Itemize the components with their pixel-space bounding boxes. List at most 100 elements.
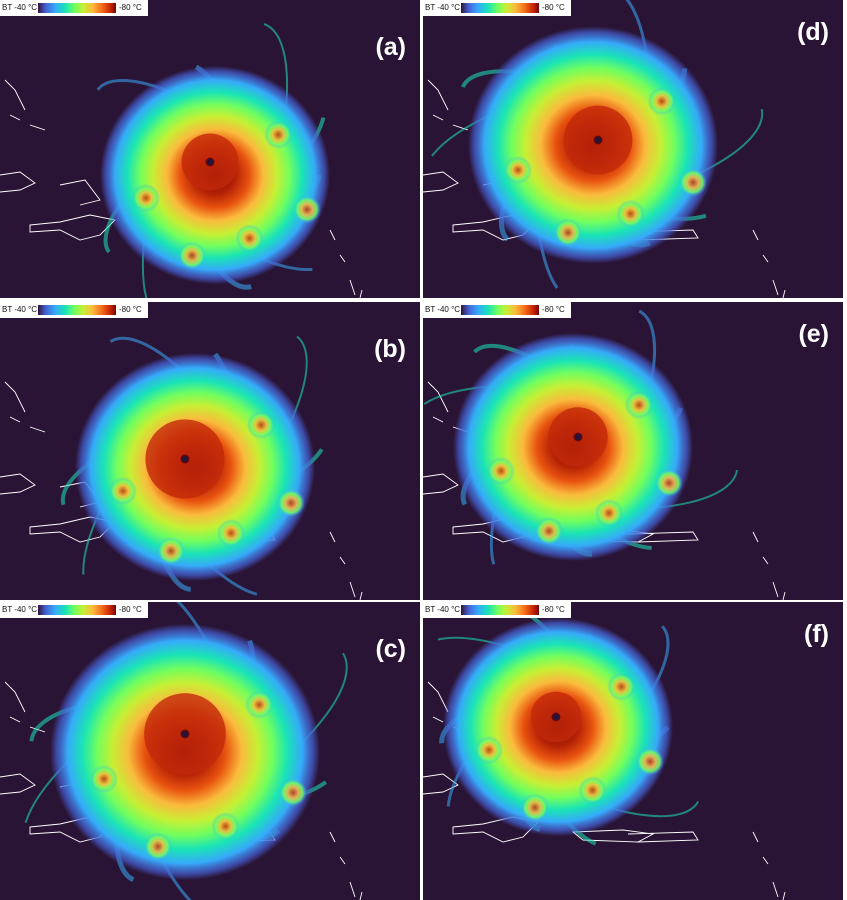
coastline <box>4 381 46 433</box>
panel-label: (a) <box>375 33 406 61</box>
panel-content <box>0 602 420 900</box>
convective-cell <box>607 672 636 701</box>
convective-cell <box>487 457 515 485</box>
colorbar-gradient <box>461 305 539 315</box>
convective-cell <box>235 224 264 253</box>
panel-content <box>0 302 420 600</box>
convective-cell <box>616 199 645 228</box>
panel-label: (f) <box>804 620 829 648</box>
colorbar-max-label: -80 °C <box>542 605 565 614</box>
convective-cell <box>144 832 172 861</box>
colorbar: BT -40 °C -80 °C <box>0 602 148 618</box>
panel-label: (b) <box>374 335 406 363</box>
convective-cell <box>647 87 676 116</box>
convective-cell <box>475 736 503 764</box>
coastline <box>452 816 539 843</box>
convective-cell <box>90 765 118 793</box>
convective-cell <box>247 411 275 439</box>
colorbar-max-label: -80 °C <box>542 3 565 12</box>
colorbar-max-label: -80 °C <box>119 3 142 12</box>
colorbar: BT -40 °C -80 °C <box>423 602 571 618</box>
colorbar-min-label: BT -40 °C <box>425 305 460 314</box>
convective-cell <box>636 747 664 776</box>
coastline <box>571 829 655 843</box>
convective-cell <box>679 168 707 197</box>
image-panel: BT -40 °C -80 °C (d) <box>423 0 843 298</box>
coastline <box>752 229 786 298</box>
convective-cell <box>504 156 532 184</box>
convective-cell <box>625 391 653 419</box>
colorbar-gradient <box>461 3 539 13</box>
image-panel: BT -40 °C -80 °C (f) <box>423 602 843 900</box>
coastline <box>627 831 699 843</box>
convective-cell <box>217 519 245 547</box>
storm-eye <box>551 712 561 722</box>
coastline <box>752 531 786 600</box>
colorbar-gradient <box>38 605 116 615</box>
convective-cell <box>157 537 185 565</box>
colorbar-min-label: BT -40 °C <box>2 305 37 314</box>
colorbar-min-label: BT -40 °C <box>425 3 460 12</box>
coastline <box>59 179 101 206</box>
colorbar-gradient <box>38 305 116 315</box>
coastline <box>4 79 46 131</box>
colorbar-max-label: -80 °C <box>119 605 142 614</box>
coastline <box>0 773 36 795</box>
storm-eye <box>573 432 583 442</box>
colorbar-max-label: -80 °C <box>119 305 142 314</box>
convective-cell <box>264 120 293 149</box>
panel-content <box>423 0 843 298</box>
colorbar: BT -40 °C -80 °C <box>0 0 148 16</box>
convective-cell <box>535 517 563 545</box>
colorbar-min-label: BT -40 °C <box>2 605 37 614</box>
image-panel: BT -40 °C -80 °C (c) <box>0 602 420 900</box>
convective-cell <box>132 184 160 212</box>
colorbar-gradient <box>38 3 116 13</box>
coastline <box>0 473 36 495</box>
colorbar: BT -40 °C -80 °C <box>423 0 571 16</box>
storm-eye <box>593 135 603 145</box>
storm-eye <box>180 454 190 464</box>
colorbar-gradient <box>461 605 539 615</box>
coastline <box>29 516 116 543</box>
convective-cell <box>595 499 623 527</box>
coastline <box>752 831 786 900</box>
coastline <box>423 171 459 193</box>
coastline <box>329 531 363 600</box>
image-panel: BT -40 °C -80 °C (e) <box>423 302 843 600</box>
convective-cell <box>578 776 607 805</box>
coastline <box>329 831 363 900</box>
panel-content <box>423 602 843 900</box>
convective-cell <box>211 812 240 841</box>
coastline <box>29 214 116 241</box>
colorbar: BT -40 °C -80 °C <box>423 302 571 318</box>
colorbar-max-label: -80 °C <box>542 305 565 314</box>
colorbar: BT -40 °C -80 °C <box>0 302 148 318</box>
image-panel: BT -40 °C -80 °C (b) <box>0 302 420 600</box>
convective-cell <box>521 793 549 822</box>
panel-label: (c) <box>375 635 406 663</box>
convective-cell <box>293 195 321 224</box>
convective-cell <box>655 469 683 497</box>
panel-label: (e) <box>798 320 829 348</box>
panel-content <box>0 0 420 298</box>
panel-label: (d) <box>797 18 829 46</box>
coastline <box>0 171 36 193</box>
coastline <box>423 773 459 795</box>
convective-cell <box>279 778 307 807</box>
convective-cell <box>554 218 582 247</box>
storm-eye <box>180 729 190 739</box>
convective-cell <box>109 477 137 505</box>
convective-cell <box>245 690 274 719</box>
convective-cell <box>277 489 305 517</box>
coastline <box>627 531 699 543</box>
coastline <box>423 473 459 495</box>
colorbar-min-label: BT -40 °C <box>425 605 460 614</box>
coastline <box>329 229 363 298</box>
convective-cell <box>178 241 206 270</box>
colorbar-min-label: BT -40 °C <box>2 3 37 12</box>
panel-content <box>423 302 843 600</box>
storm-eye <box>205 157 215 167</box>
image-panel: BT -40 °C -80 °C (a) <box>0 0 420 298</box>
